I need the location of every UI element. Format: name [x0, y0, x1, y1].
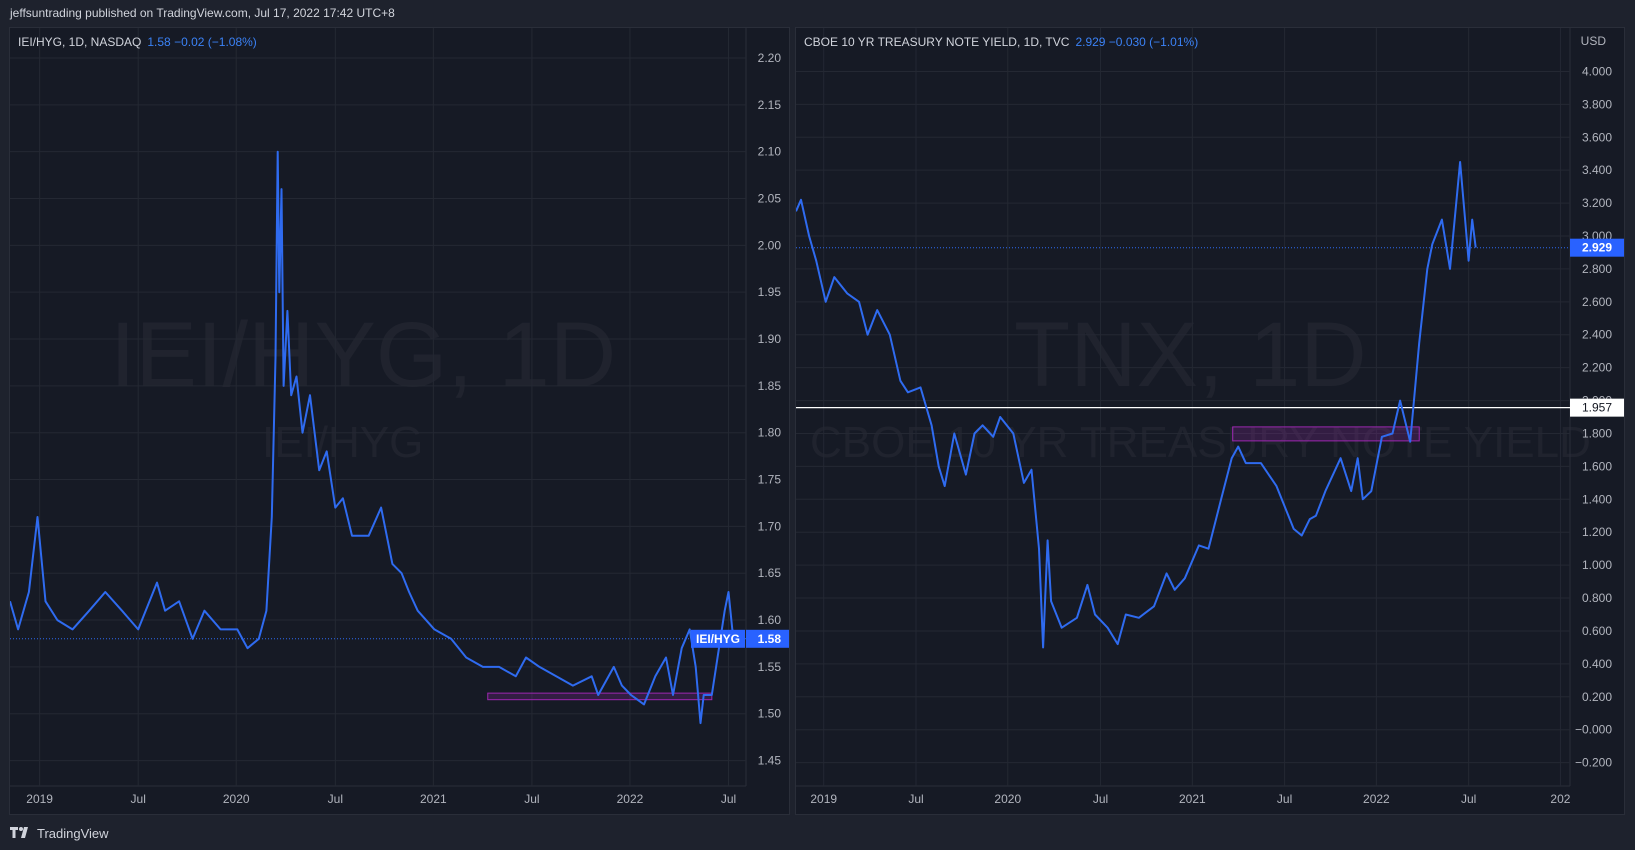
price-tick-label: 1.70: [758, 519, 782, 533]
time-tick-label: 202: [1550, 792, 1570, 806]
price-tick-label: −0.200: [1575, 756, 1612, 770]
price-series-line: [10, 150, 738, 725]
price-tick-label: 1.50: [758, 707, 782, 721]
last-price-tag-value: 2.929: [1582, 241, 1612, 255]
price-tick-label: 2.10: [758, 145, 782, 159]
price-tick-label: 1.55: [758, 660, 782, 674]
tradingview-footer: TradingView: [10, 824, 109, 842]
price-tick-label: 2.00: [758, 238, 782, 252]
price-tick-label: 0.600: [1582, 624, 1612, 638]
price-tick-label: 1.60: [758, 613, 782, 627]
price-tick-label: 1.400: [1582, 492, 1612, 506]
price-tick-label: 1.000: [1582, 558, 1612, 572]
currency-label: USD: [1580, 34, 1606, 48]
time-tick-label: Jul: [328, 792, 343, 806]
time-tick-label: 2022: [617, 792, 644, 806]
tradingview-logo-icon: [10, 827, 28, 838]
price-tick-label: 0.800: [1582, 591, 1612, 605]
price-tick-label: 2.800: [1582, 262, 1612, 276]
time-tick-label: 2021: [1179, 792, 1206, 806]
legend-symbol[interactable]: IEI/HYG, 1D, NASDAQ: [18, 35, 142, 49]
time-tick-label: Jul: [1093, 792, 1108, 806]
publication-header: jeffsuntrading published on TradingView.…: [10, 6, 395, 20]
symbol-tag: [691, 629, 745, 648]
legend-symbol[interactable]: CBOE 10 YR TREASURY NOTE YIELD, 1D, TVC: [804, 35, 1070, 49]
price-tick-label: 2.05: [758, 191, 782, 205]
time-tick-label: Jul: [524, 792, 539, 806]
level-price-tag: [1570, 398, 1624, 417]
time-tick-label: Jul: [1277, 792, 1292, 806]
time-tick-label: 2022: [1363, 792, 1390, 806]
time-tick-label: 2020: [223, 792, 250, 806]
last-price-tag: [1570, 238, 1624, 257]
price-chart-iei-hyg[interactable]: 2.20 2.15 2.10 2.05 2.00 1.95 1.90 1.85 1.80 1.75…: [10, 28, 790, 815]
price-tick-label: 2.20: [758, 51, 782, 65]
price-tick-label: 1.90: [758, 332, 782, 346]
time-tick-label: Jul: [1461, 792, 1476, 806]
price-tick-label: 1.80: [758, 426, 782, 440]
price-tick-label: 4.000: [1582, 64, 1612, 78]
price-tick-label: 2.600: [1582, 295, 1612, 309]
price-chart-tnx[interactable]: 4.0003.8003.6003.4003.2003.0002.8002.600…: [796, 28, 1625, 815]
price-tick-label: 3.400: [1582, 163, 1612, 177]
chart-legend: IEI/HYG, 1D, NASDAQ 1.58 −0.02 (−1.08%): [18, 35, 257, 49]
price-tick-label: 2.200: [1582, 361, 1612, 375]
price-tick-label: 1.600: [1582, 459, 1612, 473]
price-series-line: [796, 161, 1477, 649]
price-tick-label: 1.65: [758, 566, 782, 580]
price-tick-label: 3.200: [1582, 196, 1612, 210]
symbol-tag-label: IEI/HYG: [696, 632, 740, 646]
level-price-tag-value: 1.957: [1582, 401, 1612, 415]
time-tick-label: 2019: [810, 792, 837, 806]
price-tick-label: 2.15: [758, 98, 782, 112]
price-tick-label: 0.200: [1582, 690, 1612, 704]
price-tick-label: 3.600: [1582, 130, 1612, 144]
time-tick-label: Jul: [131, 792, 146, 806]
last-price-tag: [746, 629, 789, 648]
last-price-tag-value: 1.58: [758, 632, 782, 646]
price-tick-label: 1.800: [1582, 426, 1612, 440]
chart-legend: CBOE 10 YR TREASURY NOTE YIELD, 1D, TVC 2…: [804, 35, 1198, 49]
legend-values: 2.929 −0.030 (−1.01%): [1075, 35, 1199, 49]
price-tick-label: −0.000: [1575, 723, 1612, 737]
time-tick-label: Jul: [721, 792, 736, 806]
price-tick-label: 0.400: [1582, 657, 1612, 671]
price-tick-label: 1.95: [758, 285, 782, 299]
price-tick-label: 1.45: [758, 754, 782, 768]
price-tick-label: 1.85: [758, 379, 782, 393]
chart-pane-tnx[interactable]: TNX, 1D CBOE 10 YR TREASURY NOTE YIELD C…: [795, 27, 1625, 815]
chart-pane-iei-hyg[interactable]: IEI/HYG, 1D IEI/HYG IEI/HYG, 1D, NASDAQ1…: [9, 27, 790, 815]
tradingview-brand[interactable]: TradingView: [37, 825, 109, 841]
price-tick-label: 3.800: [1582, 97, 1612, 111]
resistance-zone: [1232, 426, 1420, 442]
time-tick-label: 2020: [994, 792, 1021, 806]
time-tick-label: 2019: [26, 792, 53, 806]
price-tick-label: 1.75: [758, 473, 782, 487]
price-tick-label: 2.400: [1582, 328, 1612, 342]
time-tick-label: 2021: [420, 792, 447, 806]
legend-values: 1.58 −0.02 (−1.08%): [147, 35, 257, 49]
time-tick-label: Jul: [908, 792, 923, 806]
price-tick-label: 1.200: [1582, 525, 1612, 539]
